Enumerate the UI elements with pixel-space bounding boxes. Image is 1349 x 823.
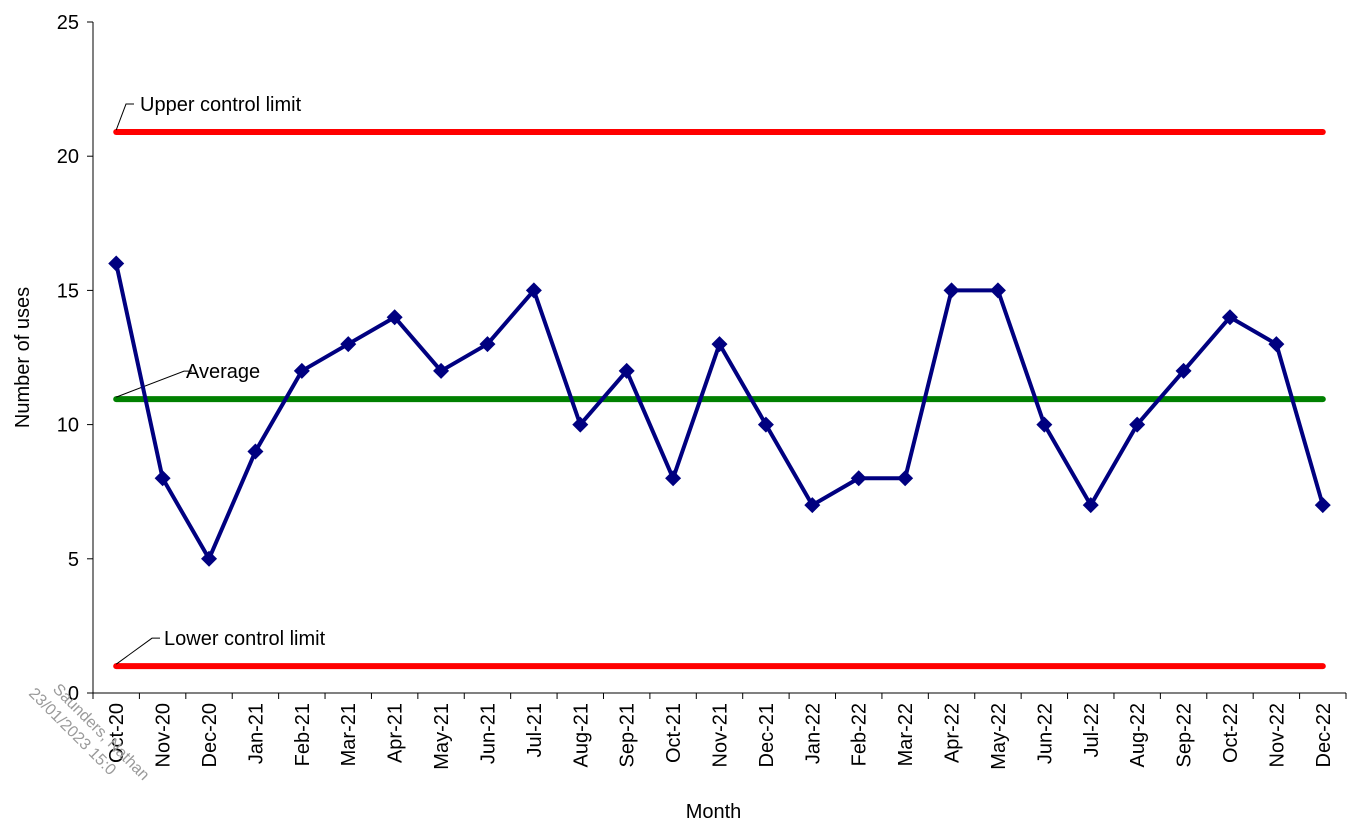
x-tick-label: Mar-22 <box>895 703 917 766</box>
x-tick-label: Dec-20 <box>199 703 221 767</box>
y-tick-label: 25 <box>57 12 79 34</box>
data-point <box>1036 416 1053 433</box>
data-point <box>1268 336 1285 353</box>
data-point <box>293 362 310 379</box>
x-tick-label: Aug-21 <box>570 703 592 768</box>
data-point <box>572 416 589 433</box>
series-line <box>114 263 1325 561</box>
x-tick-label: Oct-22 <box>1220 703 1242 763</box>
x-tick-label: Jul-22 <box>1081 703 1103 757</box>
data-point <box>665 470 682 487</box>
data-point <box>479 336 496 353</box>
ref-line-label: Upper control limit <box>140 94 302 116</box>
x-tick-label: Sep-21 <box>617 703 639 768</box>
x-tick-label: Oct-21 <box>663 703 685 763</box>
x-tick-label: May-22 <box>988 703 1010 770</box>
data-point <box>340 336 357 353</box>
data-point <box>804 497 821 514</box>
x-tick-label: Feb-21 <box>292 703 314 766</box>
ref-label-leader <box>115 637 160 665</box>
y-tick-label: 0 <box>68 683 79 705</box>
watermark: Saunders, Nathan 23/01/2023 15:0 <box>25 681 152 784</box>
x-axis-title: Month <box>686 801 742 823</box>
y-axis-title: Number of uses <box>12 287 34 428</box>
data-point <box>711 336 728 353</box>
data-point <box>1221 309 1238 326</box>
x-tick-label: Sep-22 <box>1174 703 1196 768</box>
x-tick-label: Jul-21 <box>524 703 546 757</box>
data-point <box>386 309 403 326</box>
ref-line-label: Average <box>186 361 260 383</box>
data-point <box>433 362 450 379</box>
x-tick-label: Nov-20 <box>153 703 175 767</box>
x-tick-label: Jan-22 <box>802 703 824 764</box>
y-tick-label: 20 <box>57 146 79 168</box>
y-tick-label: 15 <box>57 280 79 302</box>
data-point <box>1082 497 1099 514</box>
ref-label-leader <box>116 370 192 398</box>
x-tick-label: Apr-22 <box>942 703 964 763</box>
x-tick-label: Jan-21 <box>245 703 267 764</box>
data-point <box>757 416 774 433</box>
series-uses <box>108 255 1331 567</box>
x-tick-label: Mar-21 <box>338 703 360 766</box>
x-tick-label: Aug-22 <box>1127 703 1149 768</box>
x-tick-label: Jun-21 <box>477 703 499 764</box>
data-point <box>247 443 264 460</box>
ref-line-label: Lower control limit <box>164 628 326 650</box>
x-tick-label: Jun-22 <box>1034 703 1056 764</box>
x-tick-label: Nov-21 <box>710 703 732 767</box>
x-axis: Oct-20 Nov-20 Dec-20 Jan-21 Feb-21 Mar-21 Apr-… <box>92 692 1347 770</box>
data-point <box>154 470 171 487</box>
data-point <box>943 282 960 299</box>
ref-label-leader <box>115 103 134 131</box>
data-point <box>618 362 635 379</box>
data-point <box>108 255 125 272</box>
data-point <box>897 470 914 487</box>
y-tick-label: 10 <box>57 415 79 437</box>
data-point <box>1129 416 1146 433</box>
data-point <box>850 470 867 487</box>
x-tick-label: Dec-21 <box>756 703 778 767</box>
y-tick-label: 5 <box>68 549 79 571</box>
y-axis: 0 5 10 15 20 25 <box>57 12 94 705</box>
x-tick-label: Dec-22 <box>1313 703 1335 767</box>
x-tick-label: May-21 <box>431 703 453 770</box>
x-tick-label: Oct-20 <box>106 703 128 763</box>
x-tick-label: Apr-21 <box>385 703 407 763</box>
data-point <box>201 550 218 567</box>
data-point <box>1314 497 1331 514</box>
data-point <box>525 282 542 299</box>
data-point <box>989 282 1006 299</box>
data-point <box>1175 362 1192 379</box>
reference-lines: Upper control limit Average Lower control … <box>113 94 1326 670</box>
x-tick-label: Feb-22 <box>849 703 871 766</box>
x-tick-label: Nov-22 <box>1266 703 1288 767</box>
